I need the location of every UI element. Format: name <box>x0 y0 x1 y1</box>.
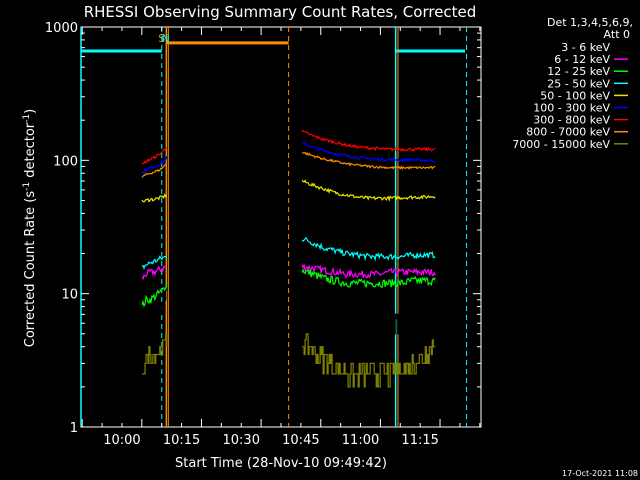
x-tick-label: 10:45 <box>282 433 319 448</box>
legend-entry-label: 50 - 100 keV <box>540 89 610 102</box>
series-traces <box>141 129 436 388</box>
legend-entry-label: 6 - 12 keV <box>554 53 610 66</box>
legend-entry-label: 12 - 25 keV <box>547 65 610 78</box>
y-tick-label: 100 <box>53 154 78 169</box>
series-line-6-pre <box>141 146 168 165</box>
series-line-7-post <box>301 151 436 170</box>
legend-title-attenuator: Att 0 <box>604 28 630 41</box>
y-tick-label: 1 <box>70 421 78 436</box>
footer-date: 17-Oct-2021 11:08 <box>562 469 638 478</box>
x-tick-label: 10:15 <box>163 433 200 448</box>
x-axis-label: Start Time (28-Nov-10 09:49:42) <box>175 456 387 471</box>
series-line-3-post <box>301 236 436 262</box>
series-line-1-pre <box>141 265 167 281</box>
series-line-3-pre <box>141 255 168 270</box>
y-tick-label: 1000 <box>45 21 78 36</box>
axes: 1 10 100 1000 10:00 10:15 10:30 10:45 11:00 11:15 <box>45 21 481 448</box>
series-line-0-pre <box>142 287 168 341</box>
y-axis-label: Corrected Count Rate (s-1 detector-1) <box>22 109 38 347</box>
series-line-8-pre <box>142 333 168 375</box>
legend-entry-label: 7000 - 15000 keV <box>512 138 610 151</box>
series-line-0-post <box>302 267 436 335</box>
legend-entry-label: 300 - 800 keV <box>533 114 610 127</box>
legend-entry-label: 25 - 50 keV <box>547 77 610 90</box>
flag-label: N <box>161 32 169 45</box>
x-tick-label: 11:15 <box>401 433 438 448</box>
series-line-4-post <box>301 179 436 202</box>
plot-frame <box>80 26 482 428</box>
series-line-5-post <box>301 141 436 163</box>
chart-title: RHESSI Observing Summary Count Rates, Co… <box>84 3 477 21</box>
series-line-2-post <box>301 268 436 289</box>
y-tick-label: 10 <box>61 288 78 303</box>
series-line-4-pre <box>141 192 168 203</box>
legend-entry-label: 100 - 300 keV <box>533 102 610 115</box>
shading-overlays: SN <box>80 27 468 427</box>
series-line-6-post <box>301 129 436 152</box>
series-line-1-post <box>301 262 436 280</box>
flag-label: S <box>158 32 165 45</box>
x-tick-label: 10:00 <box>103 433 140 448</box>
x-tick-label: 10:30 <box>223 433 260 448</box>
series-line-7-pre <box>141 163 168 178</box>
series-line-8-post <box>302 333 436 388</box>
plot-border <box>80 26 482 428</box>
legend-entry-label: 3 - 6 keV <box>561 41 610 54</box>
legend-entry-label: 800 - 7000 keV <box>526 126 610 139</box>
legend-title-detectors: Det 1,3,4,5,6,9, <box>547 16 633 29</box>
x-tick-label: 11:00 <box>342 433 379 448</box>
series-line-5-pre <box>141 156 168 175</box>
series-line-2-pre <box>141 282 168 308</box>
